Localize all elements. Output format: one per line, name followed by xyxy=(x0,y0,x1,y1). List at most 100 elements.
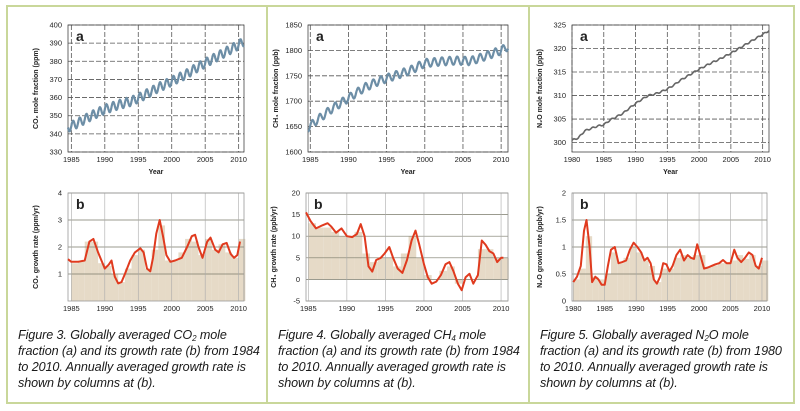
annual-column xyxy=(477,249,486,280)
annual-column xyxy=(225,252,232,301)
y-tick-label: 1650 xyxy=(285,122,302,131)
x-tick-label: 1980 xyxy=(565,304,582,313)
annual-column xyxy=(743,258,750,301)
annual-column xyxy=(724,262,731,301)
x-tick-label: 2010 xyxy=(230,304,247,313)
annual-column xyxy=(78,260,85,301)
caption-prefix: Figure 5. Globally averaged N xyxy=(540,328,705,342)
annual-column xyxy=(648,265,656,301)
panel-label: a xyxy=(580,28,588,44)
y-tick-label: 3 xyxy=(58,216,62,225)
plot-frame xyxy=(67,24,245,153)
figure-5-panel: 300 305 310 315 320 325 1980 1985 1990 1995 2000 20… xyxy=(528,5,795,404)
annual-column xyxy=(118,282,125,301)
y-tick-label: -5 xyxy=(293,297,300,306)
x-tick-label: 2000 xyxy=(416,155,433,164)
annual-column xyxy=(91,241,99,301)
x-tick-label: 1990 xyxy=(340,155,357,164)
x-tick-label: 1995 xyxy=(659,155,676,164)
y-tick-label: 4 xyxy=(58,189,62,198)
y-tick-label: 330 xyxy=(49,148,62,157)
y-tick-label: 0 xyxy=(296,275,300,284)
y-tick-label: 380 xyxy=(49,57,62,66)
chart-a: 300 305 310 315 320 325 1980 1985 1990 1995 2000 20… xyxy=(537,21,771,177)
y-axis-label: CH₄ mole fraction (ppb) xyxy=(273,49,280,128)
x-tick-label: 1985 xyxy=(63,155,80,164)
annual-column xyxy=(673,257,681,301)
y-tick-label: 2 xyxy=(58,243,62,252)
y-tick-label: 300 xyxy=(553,138,566,147)
plot-frame xyxy=(305,192,509,302)
annual-column xyxy=(124,268,132,301)
x-tick-label: 1985 xyxy=(63,304,80,313)
x-tick-label: 2000 xyxy=(163,304,180,313)
annual-column xyxy=(680,255,687,301)
x-tick-label: 1985 xyxy=(300,304,317,313)
y-tick-label: 325 xyxy=(553,21,566,30)
caption-subscript: 2 xyxy=(704,334,709,343)
x-tick-label: 1985 xyxy=(595,155,612,164)
data-series-line xyxy=(307,44,510,133)
annual-column xyxy=(393,266,401,280)
x-tick-label: 1990 xyxy=(96,304,113,313)
x-tick-label: 2010 xyxy=(230,155,247,164)
annual-column xyxy=(362,253,370,280)
x-tick-label: 1995 xyxy=(130,304,147,313)
plot-frame xyxy=(67,192,245,302)
annual-column xyxy=(185,238,192,301)
x-tick-label: 1990 xyxy=(96,155,113,164)
y-tick-label: 10 xyxy=(292,232,300,241)
annual-column xyxy=(138,249,145,301)
growth-rate-line xyxy=(305,211,504,292)
annual-column xyxy=(151,249,159,301)
panel-label: b xyxy=(580,196,589,212)
annual-column xyxy=(144,268,152,301)
annual-column xyxy=(493,257,502,280)
y-tick-label: 390 xyxy=(49,39,62,48)
annual-column xyxy=(439,270,448,280)
annual-column xyxy=(705,267,712,301)
annual-column xyxy=(323,227,332,280)
y-tick-label: 1750 xyxy=(285,71,302,80)
annual-column xyxy=(71,263,79,301)
caption-prefix: Figure 4. Globally averaged CH xyxy=(278,328,452,342)
annual-column xyxy=(385,257,394,280)
annual-column xyxy=(636,252,643,301)
x-tick-label: 2010 xyxy=(754,155,771,164)
annual-column xyxy=(579,268,586,301)
x-tick-label: 2000 xyxy=(416,304,433,313)
x-tick-label: 2005 xyxy=(454,304,471,313)
caption-subscript: 4 xyxy=(451,334,456,343)
caption-suffix: O mole fraction (a) and its growth rate … xyxy=(540,328,782,390)
y-tick-label: 15 xyxy=(292,210,300,219)
caption-suffix: mole fraction (a) and its growth rate (b… xyxy=(278,328,520,390)
panel-label: a xyxy=(76,28,84,44)
y-tick-label: 5 xyxy=(296,253,300,262)
y-tick-label: 0.5 xyxy=(556,270,566,279)
growth-rate-line xyxy=(67,219,241,285)
annual-column xyxy=(178,252,186,301)
annual-column xyxy=(667,268,674,301)
figure-3-caption: Figure 3. Globally averaged CO2 mole fra… xyxy=(18,327,260,391)
annual-column xyxy=(369,262,378,280)
x-tick-label: 2010 xyxy=(493,304,510,313)
x-tick-label: 1985 xyxy=(302,155,319,164)
figure-4-caption: Figure 4. Globally averaged CH4 mole fra… xyxy=(278,327,522,391)
plot-frame xyxy=(307,24,509,153)
y-tick-label: 1700 xyxy=(285,97,302,106)
x-axis-label: Year xyxy=(149,169,164,176)
annual-column xyxy=(131,255,139,301)
caption-prefix: Figure 3. Globally averaged CO xyxy=(18,328,193,342)
annual-column xyxy=(573,279,580,301)
y-axis-label: N₂O growth rate (ppb/yr) xyxy=(537,206,544,288)
panel-label: a xyxy=(316,28,324,44)
x-tick-label: 2005 xyxy=(722,304,739,313)
y-axis-label: N₂O mole fraction (ppb) xyxy=(537,49,544,128)
annual-column xyxy=(711,265,718,301)
figure-3-panel: 330 340 350 360 370 380 390 400 1985 1990 1995 2000… xyxy=(6,5,268,404)
panel-label: b xyxy=(76,196,85,212)
annual-column xyxy=(642,260,649,301)
caption-subscript: 2 xyxy=(192,334,197,343)
x-tick-label: 2010 xyxy=(493,155,510,164)
x-tick-label: 2005 xyxy=(455,155,472,164)
